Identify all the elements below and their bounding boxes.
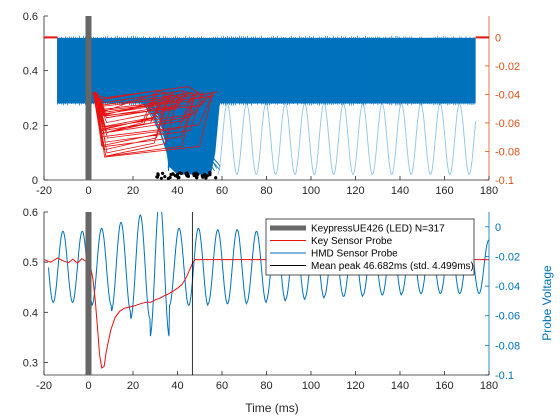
bottom-right-tick-label: 0: [495, 222, 501, 234]
top-x-tick-label: 100: [302, 185, 320, 197]
top-hmd-decay-trace: [217, 102, 477, 176]
top-x-tick-label: 0: [85, 185, 91, 197]
top-peak-marker: [159, 176, 163, 180]
top-peak-marker: [171, 172, 175, 176]
top-left-tick-label: 0.4: [23, 66, 38, 78]
top-peak-marker: [208, 171, 212, 175]
legend-label: Key Sensor Probe: [311, 236, 393, 247]
top-x-tick-label: 60: [216, 185, 228, 197]
top-peak-marker: [192, 172, 196, 176]
top-x-tick-label: 20: [127, 185, 139, 197]
bottom-x-tick-label: 120: [346, 380, 364, 392]
top-key-probe-traces: [92, 86, 218, 158]
bottom-x-tick-label: 160: [435, 380, 453, 392]
top-right-tick-label: -0.06: [495, 118, 520, 130]
top-peak-marker: [185, 173, 189, 177]
bottom-left-tick-label: 0.5: [23, 257, 38, 269]
top-peak-marker: [195, 175, 199, 179]
bottom-x-tick-label: 40: [171, 380, 183, 392]
top-panel: 00.20.40.6-0.1-0.08-0.06-0.04-0.020-20 0 2…: [23, 11, 520, 197]
top-left-tick-label: 0: [32, 175, 38, 187]
top-x-tick-label: 40: [171, 185, 183, 197]
legend-label: Mean peak 46.682ms (std. 4.499ms): [311, 261, 474, 272]
top-peak-marker: [179, 171, 183, 175]
top-x-tick-label: -20: [36, 185, 52, 197]
bottom-left-tick-label: 0.3: [23, 357, 38, 369]
legend-label: HMD Sensor Probe: [311, 249, 398, 260]
top-right-tick-label: -0.04: [495, 89, 520, 101]
top-keypress-bar: [85, 16, 92, 180]
top-x-tick-label: 80: [260, 185, 272, 197]
top-hmd-band-edges: [57, 35, 475, 106]
top-right-tick-label: -0.08: [495, 146, 520, 158]
top-data: [44, 16, 489, 180]
bottom-left-tick-label: 0.6: [23, 207, 38, 219]
bottom-x-tick-label: 180: [480, 380, 498, 392]
right-axis-label: Probe Voltage: [540, 265, 554, 341]
top-peak-marker: [156, 173, 160, 177]
bottom-panel: 0.3 0.4 0.5 0.6 -0.1 -0.08 -0.06 -0.04 -0.02 0 -20…: [23, 207, 520, 392]
bottom-x-tick-label: 80: [260, 380, 272, 392]
top-peak-marker: [196, 172, 200, 176]
top-peak-marker: [214, 176, 218, 180]
bottom-right-tick-label: -0.08: [495, 340, 520, 352]
bottom-right-tick-label: -0.02: [495, 251, 520, 263]
x-axis-label: Time (ms): [245, 401, 299, 415]
top-peak-marker: [203, 172, 207, 177]
top-peak-marker: [175, 174, 179, 178]
top-right-tick-label: -0.1: [495, 175, 514, 187]
legend-label: KeypressUE426 (LED) N=317: [311, 224, 445, 235]
top-left-tick-label: 0.6: [23, 11, 38, 23]
bottom-x-tick-label: 60: [216, 380, 228, 392]
top-right-tick-label: -0.02: [495, 61, 520, 73]
top-x-tick-label: 120: [346, 185, 364, 197]
top-peak-marker: [166, 176, 170, 180]
bottom-right-tick-label: -0.1: [495, 370, 514, 382]
top-peak-marker: [161, 171, 165, 175]
bottom-x-tick-label: 100: [302, 380, 320, 392]
top-peak-marker: [204, 176, 208, 180]
top-x-tick-label: 140: [391, 185, 409, 197]
bottom-right-tick-label: -0.04: [495, 281, 520, 293]
bottom-x-tick-label: -20: [36, 380, 52, 392]
top-peak-marker: [163, 175, 167, 179]
top-peak-marker: [177, 176, 181, 180]
bottom-x-tick-label: 0: [85, 380, 91, 392]
top-x-tick-label: 180: [480, 185, 498, 197]
top-left-tick-label: 0.2: [23, 120, 38, 132]
bottom-right-tick-label: -0.06: [495, 311, 520, 323]
top-right-tick-label: 0: [495, 32, 501, 44]
top-peak-marker: [200, 174, 204, 178]
top-hmd-band: [57, 37, 476, 104]
bottom-x-tick-label: 20: [127, 380, 139, 392]
bottom-left-tick-label: 0.4: [23, 307, 38, 319]
top-x-tick-label: 160: [435, 185, 453, 197]
bottom-keypress-bar: [85, 212, 92, 375]
bottom-x-tick-label: 140: [391, 380, 409, 392]
